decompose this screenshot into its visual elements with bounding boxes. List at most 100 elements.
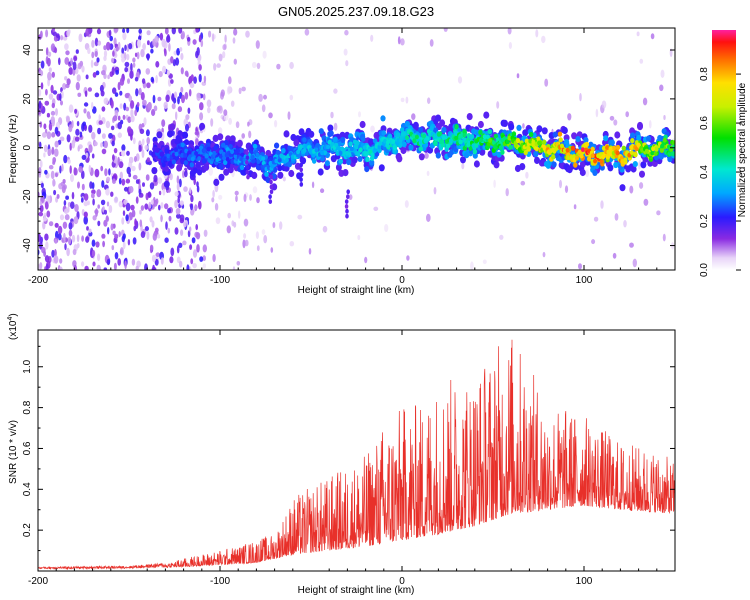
heatmap-noise-cell [89,181,93,189]
heatmap-noise-cell [151,199,154,205]
heatmap-ridge-cell [579,153,584,159]
heatmap-noise-cell [68,222,73,230]
heatmap-noise-cell [181,94,185,104]
heatmap-ridge-cell [160,151,164,157]
heatmap-noise-cell [138,87,142,96]
heatmap-noise-cell [59,165,62,174]
heatmap-noise-cell [123,186,129,192]
heatmap-ridge-cell [302,137,307,143]
heatmap-spike-cell [299,162,304,168]
heatmap-ridge-cell [508,144,513,150]
heatmap-noise-cell [125,202,131,212]
heatmap-spike-cell [299,182,304,187]
heatmap-noise-cell [243,193,247,203]
heatmap-ridge-cell [435,114,442,122]
heatmap-noise-cell [171,28,176,35]
spectrogram-x-ticks: -200 -100 0 100 [28,28,658,286]
heatmap-ridge-cell [487,129,492,135]
heatmap-noise-cell [98,120,103,125]
heatmap-noise-cell [113,196,119,204]
heatmap-ridge-cell [454,135,459,141]
heatmap-noise-cell [564,185,569,193]
heatmap-noise-cell [85,74,89,80]
heatmap-ridge-cell [229,135,236,143]
heatmap-noise-cell [68,229,73,237]
heatmap-noise-cell [44,233,49,241]
heatmap-noise-cell [147,101,152,111]
heatmap-ridge-cell [493,161,500,169]
x-tick-label: -100 [210,576,230,587]
heatmap-ridge-cell [599,159,604,165]
heatmap-noise-cell [94,37,99,47]
heatmap-ridge-cell [351,156,358,164]
heatmap-ridge-cell [222,155,227,161]
heatmap-spike-cell [245,164,250,170]
heatmap-noise-cell [83,200,89,207]
heatmap-noise-cell [141,78,146,84]
heatmap-ridge-cell [488,138,493,143]
heatmap-ridge-cell [662,137,667,143]
heatmap-noise-cell [130,204,135,211]
snr-frame [37,329,676,572]
heatmap-noise-cell [64,76,68,81]
heatmap-ridge-cell [218,163,224,170]
heatmap-noise-cell [107,74,110,80]
heatmap-ridge-cell [399,127,405,133]
heatmap-noise-cell [143,117,147,126]
heatmap-noise-cell [522,123,525,129]
heatmap-noise-cell [591,239,596,245]
heatmap-noise-cell [40,236,43,244]
heatmap-noise-cell [90,59,94,68]
heatmap-ridge-cell [374,143,379,149]
heatmap-spike-cell [346,194,350,200]
heatmap-noise-cell [364,256,368,264]
heatmap-ridge-cell [283,130,290,138]
heatmap-noise-cell [46,112,51,118]
heatmap-noise-cell [117,258,121,266]
heatmap-noise-cell [108,29,112,37]
heatmap-noise-cell [187,107,191,114]
heatmap-noise-cell [105,215,109,222]
heatmap-noise-cell [91,189,96,195]
heatmap-noise-cell [39,262,43,270]
heatmap-noise-cell [65,195,69,200]
heatmap-noise-cell [173,91,178,99]
heatmap-noise-cell [68,104,74,113]
heatmap-ridge-cell [364,166,370,173]
heatmap-ridge-cell [536,125,543,133]
heatmap-ridge-cell [199,122,206,130]
heatmap-ridge-cell [324,160,330,167]
heatmap-noise-cell [226,225,231,234]
heatmap-noise-cell [95,241,100,248]
heatmap-ridge-cell [418,146,423,152]
heatmap-noise-cell [139,128,145,134]
heatmap-ridge-cell [286,161,292,168]
heatmap-noise-cell [83,211,88,218]
y-tick-label: 0 [22,145,33,151]
heatmap-noise-cell [196,244,200,253]
heatmap-noise-cell [64,243,67,251]
heatmap-noise-cell [320,188,325,193]
heatmap-noise-cell [333,122,338,131]
heatmap-noise-cell [81,197,84,203]
heatmap-ridge-cell [531,142,536,148]
x-tick-label: 0 [399,275,405,286]
heatmap-noise-cell [659,84,664,92]
snr-y-multiplier-close: ) [8,313,19,316]
heatmap-noise-cell [81,261,85,267]
heatmap-noise-cell [155,61,160,68]
heatmap-noise-cell [176,175,180,184]
heatmap-noise-cell [88,144,93,153]
heatmap-noise-cell [164,48,167,57]
heatmap-noise-cell [38,88,42,97]
heatmap-noise-cell [50,170,55,180]
y-tick-label: 0.4 [22,482,33,496]
heatmap-noise-cell [190,209,195,216]
heatmap-noise-cell [64,214,70,221]
heatmap-noise-cell [222,51,226,59]
heatmap-noise-cell [203,229,208,237]
heatmap-noise-cell [289,61,294,70]
heatmap-noise-cell [96,57,100,63]
heatmap-noise-cell [124,67,129,73]
heatmap-ridge-cell [383,138,387,144]
